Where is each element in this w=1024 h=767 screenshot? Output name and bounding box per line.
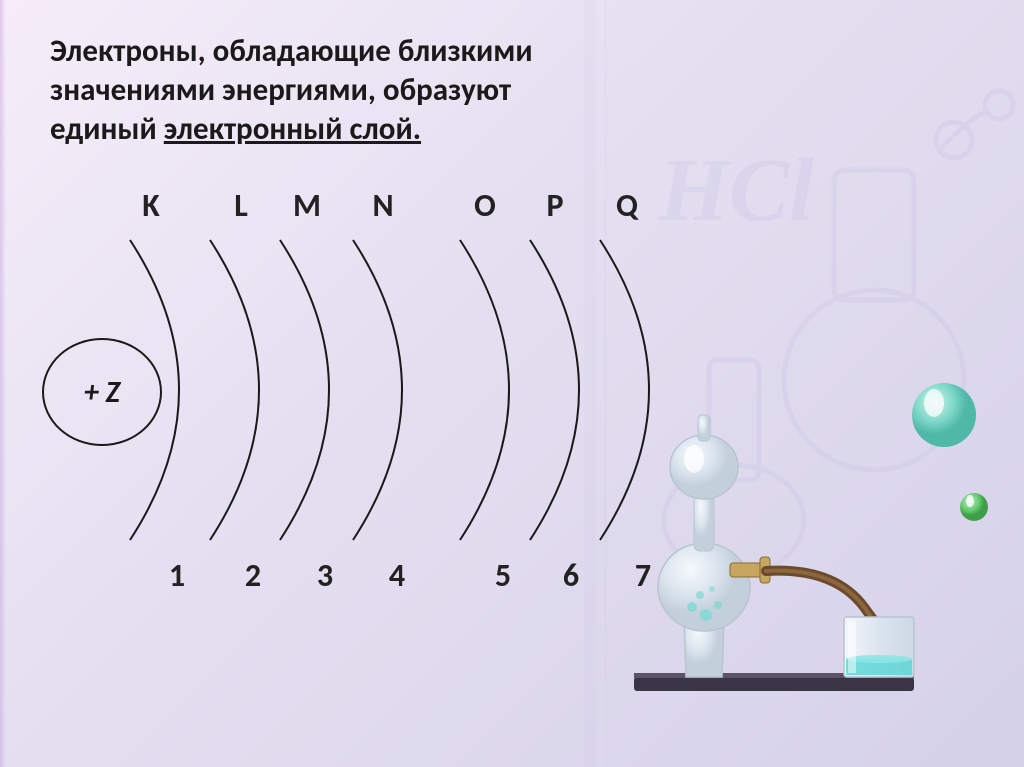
heading-line3-prefix: единый xyxy=(50,110,164,148)
nucleus-label: + Z xyxy=(84,374,120,411)
heading-line1: Электроны, обладающие близкими xyxy=(50,32,533,70)
shell-letter: K xyxy=(126,186,176,225)
delivery-tube xyxy=(766,571,882,629)
shell-number: 3 xyxy=(300,556,350,595)
shell-letter: M xyxy=(282,186,332,225)
shell-arc xyxy=(353,240,402,540)
heading-line3-underlined: электронный слой. xyxy=(164,110,421,148)
electron-shell-diagram: + Z K1L2M3N4O5P6Q7 xyxy=(30,190,710,630)
heading-line2: значениями энергиями, образуют xyxy=(50,71,511,109)
beaker xyxy=(844,617,914,677)
shell-letter: O xyxy=(460,186,510,225)
shell-number: 5 xyxy=(478,556,528,595)
shell-arc xyxy=(600,240,649,540)
shell-number: 1 xyxy=(152,556,202,595)
shell-arc xyxy=(530,240,579,540)
shell-arc xyxy=(210,240,259,540)
shell-arc xyxy=(280,240,329,540)
shell-number: 6 xyxy=(546,556,596,595)
shell-number: 2 xyxy=(228,556,278,595)
left-edge-decor xyxy=(0,0,6,767)
floating-ball-large xyxy=(912,383,976,447)
shell-arc xyxy=(460,240,509,540)
slide: HCl Электроны, обладающие близкими значе… xyxy=(0,0,1024,767)
shell-number: 7 xyxy=(618,556,668,595)
arcs-group xyxy=(130,240,649,540)
shell-letter: N xyxy=(358,186,408,225)
shell-letter: L xyxy=(216,186,266,225)
shell-number: 4 xyxy=(372,556,422,595)
shell-letter: Q xyxy=(602,186,652,225)
nucleus: + Z xyxy=(42,338,162,446)
floating-ball-small xyxy=(960,493,988,521)
shell-letter: P xyxy=(530,186,580,225)
heading: Электроны, обладающие близкими значениям… xyxy=(50,32,690,148)
platform xyxy=(634,677,914,691)
